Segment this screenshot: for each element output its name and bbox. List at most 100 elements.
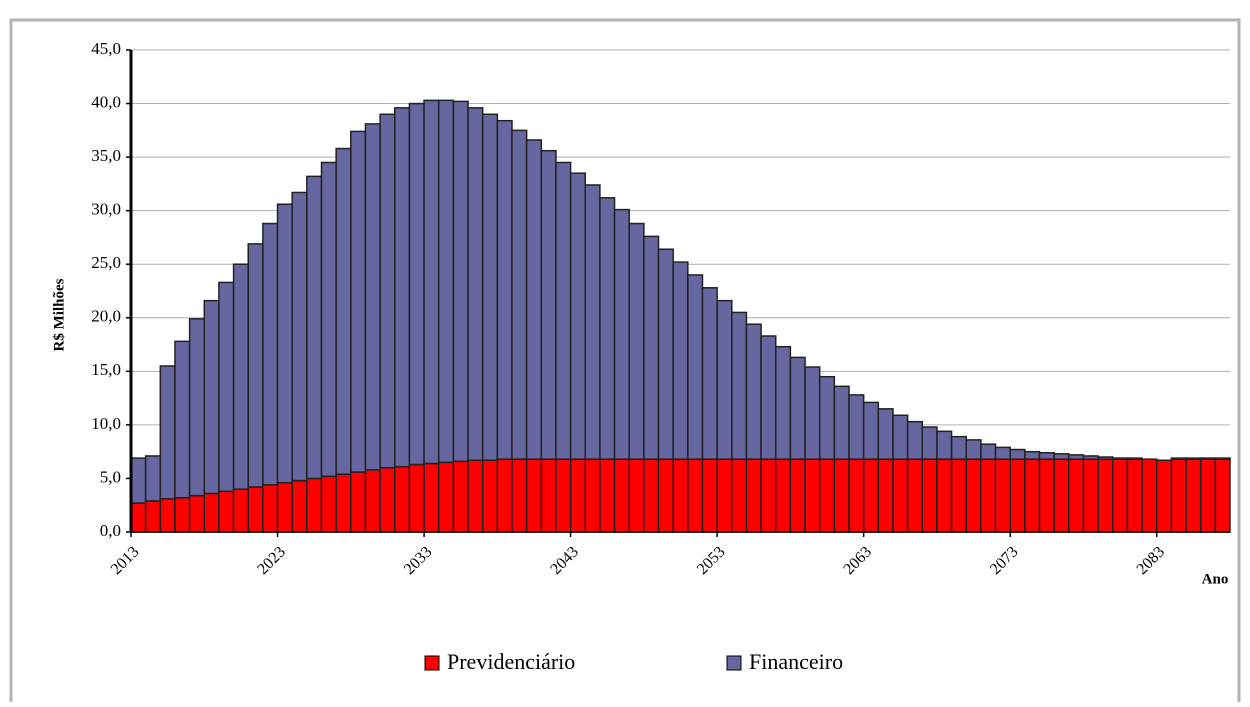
bar-segment [745, 323, 762, 460]
bar-segment [188, 494, 206, 533]
bar-segment [731, 458, 748, 533]
bar-segment [481, 113, 499, 461]
bar-segment [276, 203, 293, 484]
y-tick-label: 30,0 [91, 200, 121, 219]
bar-segment [1214, 457, 1231, 460]
bar-segment [1185, 457, 1202, 460]
bar-segment [525, 458, 543, 533]
bar-segment [232, 263, 249, 490]
y-tick-label: 0,0 [100, 521, 121, 540]
bar-segment [833, 385, 850, 460]
bar-segment [291, 479, 308, 533]
y-tick-label: 35,0 [91, 146, 121, 165]
bar-segment [232, 488, 249, 533]
bar-segment [1112, 458, 1129, 533]
bar-segment [804, 366, 821, 460]
bar-segment [936, 430, 953, 460]
bar-segment [1185, 458, 1202, 533]
bar-segment [306, 477, 323, 533]
bar-segment [525, 139, 543, 460]
bar-segment [613, 208, 630, 460]
bar-segment [437, 461, 455, 533]
bar-segment [481, 459, 499, 533]
bar-segment [745, 458, 762, 533]
bar-segment [291, 191, 308, 482]
bar-segment [379, 466, 396, 533]
bar-segment [613, 458, 630, 533]
bar-segment [144, 455, 162, 502]
bar-segment [774, 458, 792, 533]
bar-segment [716, 458, 733, 533]
bar-segment [130, 502, 147, 533]
bar-segment [1038, 451, 1055, 460]
bar-segment [643, 235, 660, 460]
bar-segment [1155, 459, 1173, 533]
bar-segment [188, 318, 206, 497]
y-tick-label: 10,0 [91, 414, 121, 433]
bar-segment [247, 486, 264, 533]
bar-segment [1214, 458, 1231, 533]
bar-segment [350, 130, 367, 473]
bar-segment [672, 458, 689, 533]
bar-segment [511, 458, 528, 533]
bar-segment [965, 439, 982, 460]
bar-segment [364, 469, 381, 533]
bar-segment [687, 274, 704, 460]
bar-segment [789, 458, 806, 533]
bar-segment [467, 107, 484, 461]
bar-segment [965, 458, 982, 533]
bar-segment [335, 147, 352, 475]
bar-segment [1068, 458, 1085, 533]
bar-segment [701, 458, 718, 533]
bar-segment [130, 457, 147, 504]
bar-segment [262, 484, 279, 533]
bar-segment [394, 465, 411, 533]
bar-segment [174, 496, 191, 533]
bar-segment [877, 408, 894, 460]
bar-segment [1024, 458, 1041, 533]
bar-segment [379, 113, 396, 469]
bar-segment [320, 475, 337, 533]
bar-segment [1082, 455, 1099, 460]
bar-segment [423, 462, 440, 533]
bar-segment [569, 172, 587, 460]
bar-segment [1009, 448, 1026, 460]
bar-segment [555, 161, 572, 460]
bar-segment [628, 458, 645, 533]
bar-segment [657, 458, 674, 533]
bar-segment [1068, 454, 1085, 460]
bar-segment [467, 459, 484, 533]
bar-segment [892, 414, 909, 460]
bar-segment [335, 473, 352, 533]
bar-segment [144, 500, 162, 533]
bar-segment [892, 458, 909, 533]
bar-segment [672, 261, 689, 460]
bar-segment [218, 490, 235, 533]
bar-segment [1126, 457, 1143, 460]
bar-segment [1126, 458, 1143, 533]
bar-segment [599, 458, 616, 533]
bar-segment [174, 340, 191, 499]
bar-segment [306, 175, 323, 480]
y-tick-label: 20,0 [91, 307, 121, 326]
bar-segment [584, 184, 601, 460]
bar-segment [862, 458, 880, 533]
bar-segment [980, 443, 997, 460]
x-axis-title: Ano [1202, 571, 1229, 587]
bar-segment [906, 458, 924, 533]
bar-segment [643, 458, 660, 533]
bar-segment [716, 299, 733, 460]
y-tick-label: 5,0 [100, 467, 121, 486]
bar-segment [921, 458, 938, 533]
bar-segment [540, 458, 557, 533]
bar-segment [1199, 457, 1217, 460]
bar-segment [408, 463, 425, 533]
bar-segment [320, 161, 337, 478]
bar-segment [350, 471, 367, 533]
bar-segment [760, 458, 777, 533]
bar-segment [848, 458, 865, 533]
bar-segment [833, 458, 850, 533]
bar-segment [921, 426, 938, 460]
bar-segment [804, 458, 821, 533]
